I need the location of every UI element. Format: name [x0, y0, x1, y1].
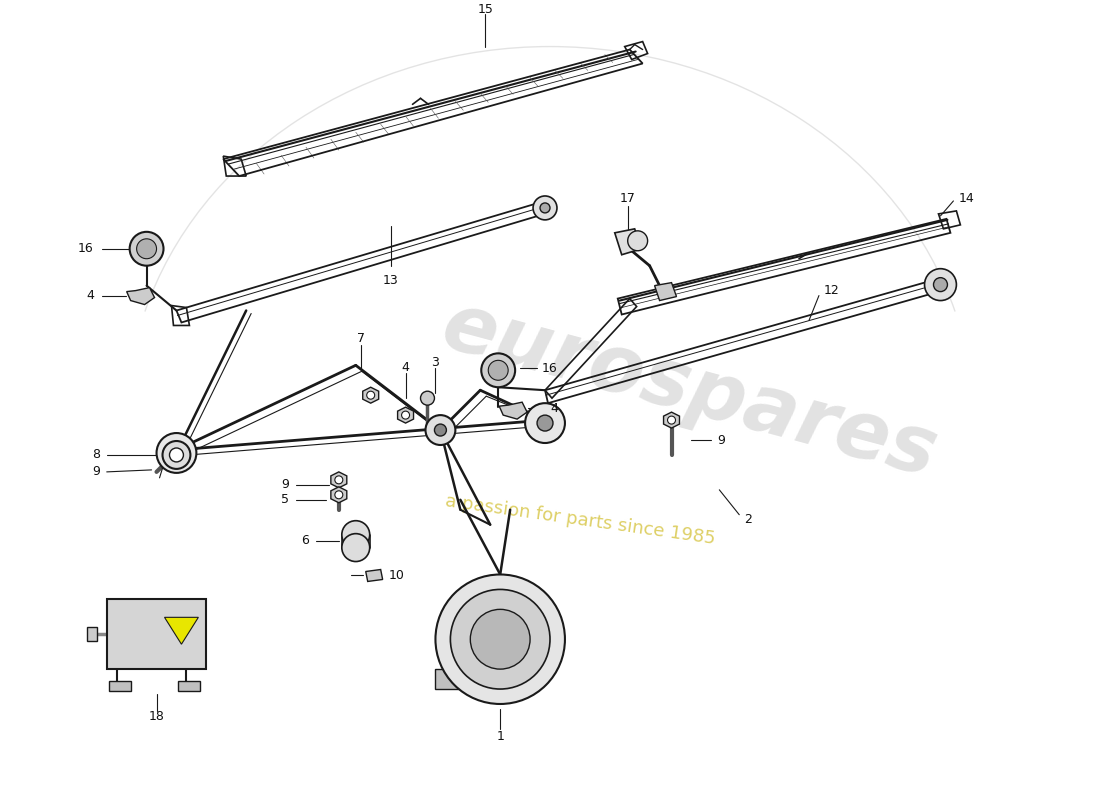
Polygon shape	[331, 472, 346, 488]
Circle shape	[628, 231, 648, 250]
Circle shape	[482, 354, 515, 387]
Text: 3: 3	[431, 356, 439, 369]
Bar	[87, 627, 97, 642]
Text: 4: 4	[402, 361, 409, 374]
Circle shape	[136, 239, 156, 258]
Polygon shape	[654, 282, 676, 301]
Text: 9: 9	[282, 478, 289, 491]
Polygon shape	[499, 402, 527, 419]
Polygon shape	[615, 229, 641, 254]
Polygon shape	[363, 387, 378, 403]
Circle shape	[130, 232, 164, 266]
Bar	[109, 681, 131, 691]
Text: a passion for parts since 1985: a passion for parts since 1985	[443, 492, 716, 547]
Circle shape	[342, 521, 370, 549]
Circle shape	[540, 203, 550, 213]
Circle shape	[668, 416, 675, 424]
Circle shape	[169, 448, 184, 462]
Circle shape	[471, 610, 530, 669]
Circle shape	[420, 391, 434, 405]
Text: 8: 8	[91, 449, 100, 462]
Text: 16: 16	[542, 362, 558, 374]
Circle shape	[450, 590, 550, 689]
Circle shape	[402, 411, 409, 419]
Text: eurospares: eurospares	[433, 286, 945, 494]
Text: 13: 13	[383, 274, 398, 287]
Text: 4: 4	[550, 402, 558, 414]
Circle shape	[334, 476, 343, 484]
Circle shape	[934, 278, 947, 291]
Text: 16: 16	[78, 242, 94, 255]
Circle shape	[488, 360, 508, 380]
Circle shape	[534, 196, 557, 220]
Circle shape	[334, 491, 343, 498]
Circle shape	[342, 534, 370, 562]
Text: 14: 14	[958, 193, 975, 206]
Text: 7: 7	[356, 332, 365, 345]
Circle shape	[436, 574, 565, 704]
Circle shape	[168, 445, 185, 461]
Text: 15: 15	[477, 3, 493, 16]
Bar	[107, 599, 207, 669]
Polygon shape	[165, 618, 198, 644]
Bar	[178, 681, 200, 691]
Circle shape	[525, 403, 565, 443]
Text: 18: 18	[148, 710, 165, 723]
Text: 2: 2	[745, 514, 752, 526]
Circle shape	[366, 391, 375, 399]
Circle shape	[163, 441, 190, 469]
Text: 17: 17	[619, 193, 636, 206]
Polygon shape	[436, 669, 520, 689]
Polygon shape	[126, 288, 154, 305]
Text: 6: 6	[301, 534, 309, 547]
Polygon shape	[663, 412, 680, 428]
Text: 4: 4	[86, 289, 94, 302]
Circle shape	[537, 415, 553, 431]
Circle shape	[156, 433, 197, 473]
Circle shape	[924, 269, 956, 301]
Circle shape	[434, 424, 447, 436]
Polygon shape	[397, 407, 414, 423]
Text: 9: 9	[717, 434, 725, 446]
Text: 10: 10	[388, 569, 405, 582]
Text: 1: 1	[496, 730, 504, 743]
Text: 5: 5	[280, 494, 289, 506]
Text: 12: 12	[824, 284, 839, 297]
Polygon shape	[331, 487, 346, 502]
Circle shape	[426, 415, 455, 445]
Text: 9: 9	[92, 466, 100, 478]
Polygon shape	[365, 570, 383, 582]
